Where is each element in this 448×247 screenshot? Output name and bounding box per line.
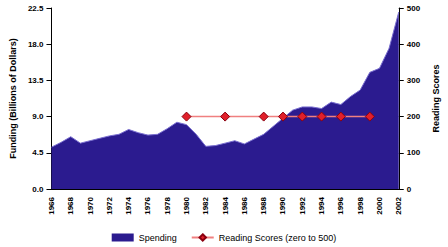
svg-text:1974: 1974 <box>124 196 133 214</box>
svg-text:1966: 1966 <box>47 196 56 214</box>
svg-text:9.0: 9.0 <box>32 112 44 121</box>
svg-text:1984: 1984 <box>221 196 230 214</box>
svg-text:2002: 2002 <box>394 196 403 214</box>
svg-text:Reading Scores (zero to 500): Reading Scores (zero to 500) <box>219 233 337 243</box>
svg-text:300: 300 <box>407 76 421 85</box>
svg-text:4.5: 4.5 <box>32 148 44 157</box>
svg-text:Funding (Billions of Dollars): Funding (Billions of Dollars) <box>8 38 18 159</box>
svg-text:0.0: 0.0 <box>32 185 44 194</box>
svg-text:1972: 1972 <box>105 196 114 214</box>
svg-text:1988: 1988 <box>259 196 268 214</box>
svg-text:1994: 1994 <box>317 196 326 214</box>
svg-text:100: 100 <box>407 148 421 157</box>
svg-text:500: 500 <box>407 4 421 13</box>
svg-text:Reading Scores: Reading Scores <box>431 64 441 132</box>
svg-text:1992: 1992 <box>298 196 307 214</box>
svg-text:2000: 2000 <box>375 196 384 214</box>
svg-text:1982: 1982 <box>201 196 210 214</box>
svg-text:0: 0 <box>407 185 412 194</box>
svg-text:1990: 1990 <box>278 196 287 214</box>
svg-text:1968: 1968 <box>66 196 75 214</box>
svg-text:1970: 1970 <box>86 196 95 214</box>
svg-text:1998: 1998 <box>356 196 365 214</box>
svg-text:1976: 1976 <box>143 196 152 214</box>
svg-text:1986: 1986 <box>240 196 249 214</box>
svg-text:13.5: 13.5 <box>28 76 44 85</box>
svg-text:Spending: Spending <box>139 233 177 243</box>
svg-text:1980: 1980 <box>182 196 191 214</box>
svg-text:22.5: 22.5 <box>28 4 44 13</box>
svg-text:400: 400 <box>407 40 421 49</box>
svg-text:200: 200 <box>407 112 421 121</box>
svg-text:1996: 1996 <box>336 196 345 214</box>
svg-text:1978: 1978 <box>163 196 172 214</box>
svg-text:18.0: 18.0 <box>28 40 44 49</box>
